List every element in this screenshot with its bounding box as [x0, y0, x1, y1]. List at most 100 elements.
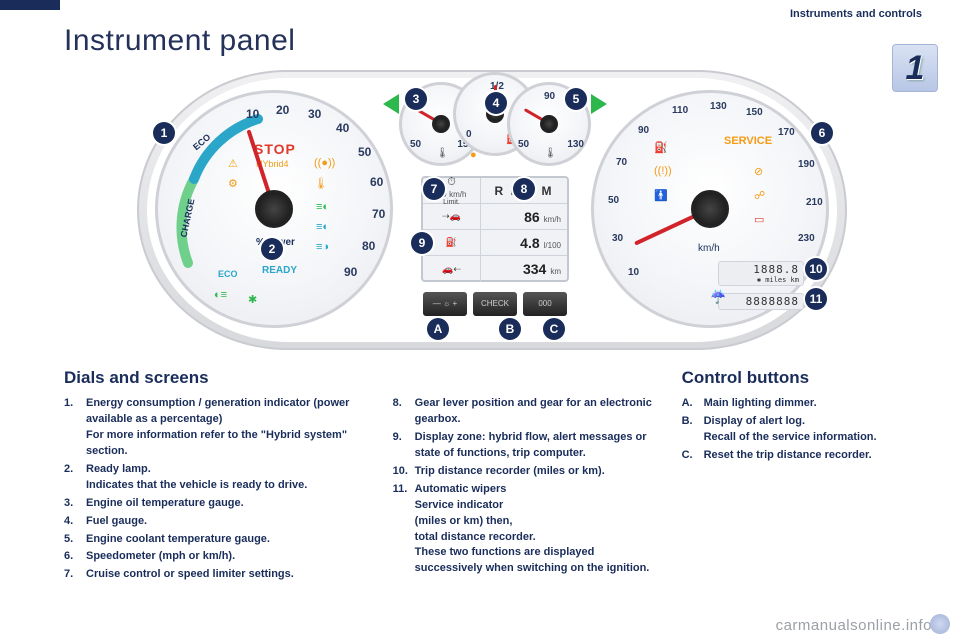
callout-11: 11: [805, 288, 827, 310]
lcd-cons-value: 4.8: [520, 235, 543, 251]
callout-1: 1: [153, 122, 175, 144]
callout-7: 7: [423, 178, 445, 200]
oil-icon: 🌡: [436, 148, 449, 159]
power-tick: 40: [336, 121, 349, 135]
dials-list-1: 1.Energy consumption / generation indica…: [64, 396, 369, 583]
list-item: 5.Engine coolant temperature gauge.: [64, 532, 369, 548]
lcd-row-dist: 🚗⇠ 334 km: [423, 256, 567, 282]
odo-top-value: 1888.8: [753, 263, 799, 276]
warn-icon: ⚠: [228, 157, 238, 170]
list-item: B.Display of alert log.Recall of the ser…: [682, 414, 920, 446]
list-item-number: 7.: [64, 567, 86, 583]
callout-A: A: [427, 318, 449, 340]
speed-tick: 130: [710, 101, 727, 112]
list-item-subtext: Service indicator: [415, 498, 658, 514]
list-item-text: Speedometer (mph or km/h).: [86, 549, 235, 565]
foglight-f-icon: ≡◐: [316, 201, 329, 213]
dimmer-button[interactable]: — ☼ +: [423, 292, 467, 316]
lcd-dist-value: 334: [523, 261, 550, 277]
engine-icon: ⚙: [228, 177, 238, 190]
fuel-mid: 1/2: [490, 81, 504, 92]
top-bar: Instruments and controls: [0, 0, 930, 16]
power-tick: 10: [246, 107, 259, 121]
callout-10: 10: [805, 258, 827, 280]
text-columns: Dials and screens 1.Energy consumption /…: [64, 368, 920, 585]
turn-right-icon: [591, 94, 607, 114]
list-item: 2.Ready lamp.Indicates that the vehicle …: [64, 462, 369, 494]
list-item-number: 3.: [64, 496, 86, 512]
list-item-text: Gear lever position and gear for an elec…: [415, 396, 658, 428]
list-item-number: 5.: [64, 532, 86, 548]
speed-dial: 10 30 50 70 90 110 130 150 170 190 210 2…: [591, 90, 829, 328]
cool-high: 130: [567, 139, 584, 150]
speed-unit: km/h: [698, 243, 720, 254]
controls-list: A.Main lighting dimmer. B.Display of aler…: [682, 396, 920, 464]
eco-bottom-label: ECO: [218, 269, 238, 279]
foglight-r-icon: ◐≡: [214, 289, 227, 301]
lcd-cons-unit: l/100: [544, 241, 561, 250]
odo-bottom: 8888888: [718, 293, 804, 310]
list-item-subtext: For more information refer to the "Hybri…: [86, 428, 369, 460]
list-item: 6.Speedometer (mph or km/h).: [64, 549, 369, 565]
list-item: 9.Display zone: hybrid flow, alert messa…: [393, 430, 658, 462]
wiper-icon: ☔: [710, 289, 726, 305]
speed-tick: 70: [616, 157, 627, 168]
list-item-number: C.: [682, 448, 704, 464]
power-tick: 80: [362, 239, 375, 253]
cool-hub: [540, 115, 558, 133]
cool-low: 50: [518, 139, 529, 150]
reset-trip-button[interactable]: 000: [523, 292, 567, 316]
oil-warn-icon: ⛽: [654, 141, 668, 154]
list-item: 3.Engine oil temperature gauge.: [64, 496, 369, 512]
car-flow-icon-2: 🚗⇠: [423, 256, 481, 282]
lcd-speed-value: 86: [524, 209, 544, 225]
speed-tick: 230: [798, 233, 815, 244]
power-tick: 50: [358, 145, 371, 159]
list-item-text: Reset the trip distance recorder.: [704, 448, 872, 464]
list-item-subtext: total distance recorder.: [415, 530, 658, 546]
limit-unit: km/h: [449, 190, 466, 199]
check-button[interactable]: CHECK: [473, 292, 517, 316]
dials-column-2: 8.Gear lever position and gear for an el…: [393, 368, 658, 585]
spacer: [60, 0, 790, 16]
lowbeam-icon: ≡◑: [316, 241, 329, 253]
speed-tick: 170: [778, 127, 795, 138]
speed-tick: 150: [746, 107, 763, 118]
list-item-subtext: These two functions are displayed succes…: [415, 545, 658, 577]
callout-2: 2: [261, 238, 283, 260]
callout-3: 3: [405, 88, 427, 110]
instrument-cluster-figure: CHARGE ECO 10 20 30 40 50 60 70 80 90 ST…: [137, 70, 847, 350]
callout-B: B: [499, 318, 521, 340]
watermark: carmanualsonline.info: [776, 617, 932, 634]
low-fuel-warn-icon: ●: [470, 149, 477, 161]
list-item-number: 9.: [393, 430, 415, 462]
list-item: 11.Automatic wipersService indicator(mil…: [393, 482, 658, 578]
callout-8: 8: [513, 178, 535, 200]
sidelights-icon: ✱: [248, 293, 257, 306]
fuel-low: 0: [466, 129, 472, 140]
power-tick: 70: [372, 207, 385, 221]
list-item: 4.Fuel gauge.: [64, 514, 369, 530]
list-item: A.Main lighting dimmer.: [682, 396, 920, 412]
power-tick: 20: [276, 103, 289, 117]
page-title: Instrument panel: [64, 24, 920, 58]
highbeam-icon: ≡◐: [316, 221, 329, 233]
speed-tick: 10: [628, 267, 639, 278]
abs-warn-icon: ((!)): [654, 165, 672, 177]
callout-6: 6: [811, 122, 833, 144]
odo-top: 1888.8 ✱ miles km: [718, 261, 804, 286]
speed-tick: 190: [798, 159, 815, 170]
speed-tick: 210: [806, 197, 823, 208]
speed-tick: 30: [612, 233, 623, 244]
list-item-text: Fuel gauge.: [86, 514, 147, 530]
seatbelt-icon: 🚹: [654, 189, 668, 202]
callout-C: C: [543, 318, 565, 340]
oil-hub: [432, 115, 450, 133]
odo-top-unit: ✱ miles km: [723, 276, 799, 284]
cool-icon: 🌡: [544, 148, 557, 159]
top-bar-accent: [0, 0, 60, 10]
list-item: 7.Cruise control or speed limiter settin…: [64, 567, 369, 583]
lcd-speed-unit: km/h: [544, 215, 561, 224]
speed-tick: 110: [672, 105, 688, 116]
battery-warn-icon: ▭: [754, 213, 764, 226]
